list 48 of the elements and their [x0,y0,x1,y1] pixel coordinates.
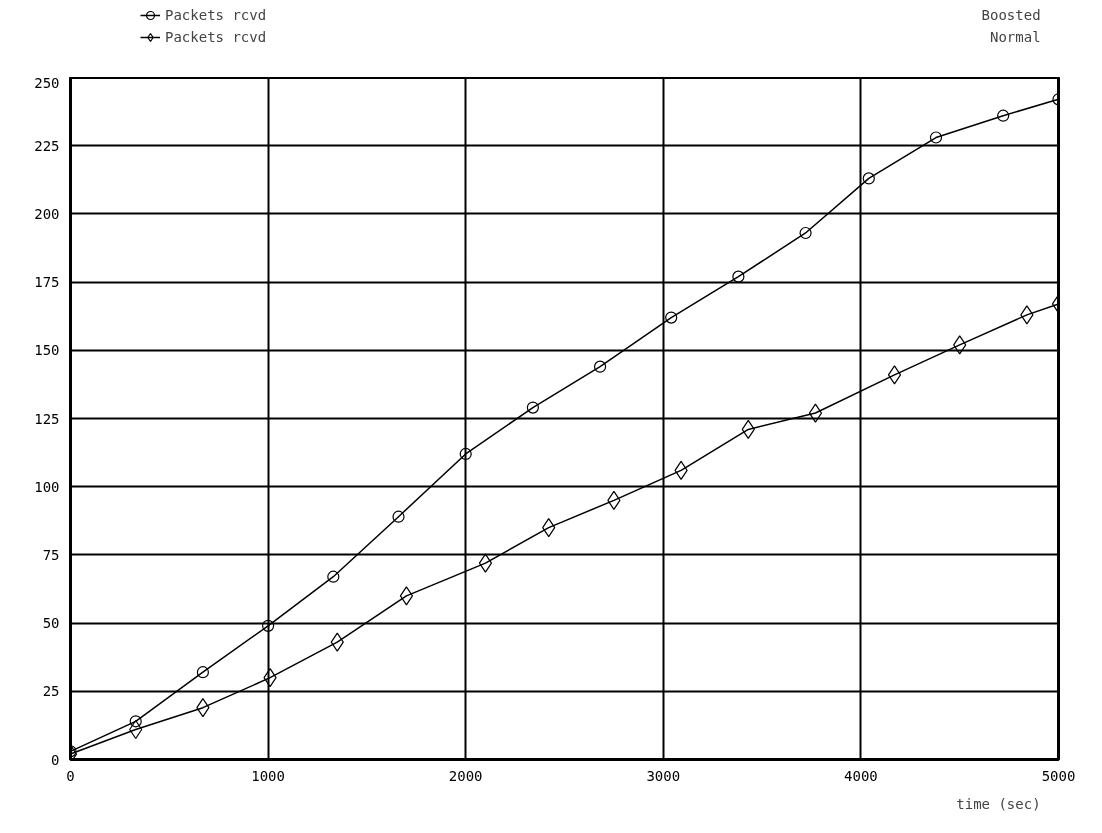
point [887,365,902,385]
y-tick-label: 50 [42,615,60,632]
x-axis-title: time (sec) [956,795,1041,812]
y-tick-label: 75 [42,546,60,563]
point [478,553,493,573]
x-tick-label: 4000 [844,767,878,784]
y-tick-label: 25 [42,683,60,700]
point [953,335,967,355]
point [196,698,210,718]
legend-label: Packets rcvd [165,28,267,47]
point [674,460,688,480]
y-tick-label: 200 [34,205,60,222]
point [808,403,823,423]
y-tick-label: 0 [51,751,60,768]
point [542,518,556,538]
point [799,226,812,240]
point [997,109,1010,122]
x-tick-label: 3000 [646,767,681,784]
point [327,570,340,583]
point [392,510,405,523]
text: Normal [990,28,1041,45]
point [330,632,344,652]
x-tick-label: 0 [66,767,75,784]
text: Boosted [981,6,1041,23]
point [129,715,142,728]
x-tick-label: 5000 [1041,767,1076,784]
y-tick-label: 125 [34,410,60,427]
y-tick-label: 175 [34,274,60,291]
point [929,131,943,144]
point [593,360,607,373]
point [263,668,277,688]
y-tick-label: 225 [34,137,60,154]
point [665,311,678,324]
point [607,490,621,510]
point [399,586,414,606]
point [526,401,539,414]
y-tick-label: 100 [34,478,60,495]
point [262,619,275,632]
legend-label: Packets rcvd [165,6,267,25]
point [862,172,875,185]
x-tick-label: 2000 [448,767,483,784]
point [1020,305,1034,325]
y-tick-label: 150 [34,342,60,359]
point [459,447,472,461]
point [732,270,745,283]
point [196,666,209,679]
y-tick-label: 250 [34,74,60,91]
x-tick-label: 1000 [251,767,285,784]
